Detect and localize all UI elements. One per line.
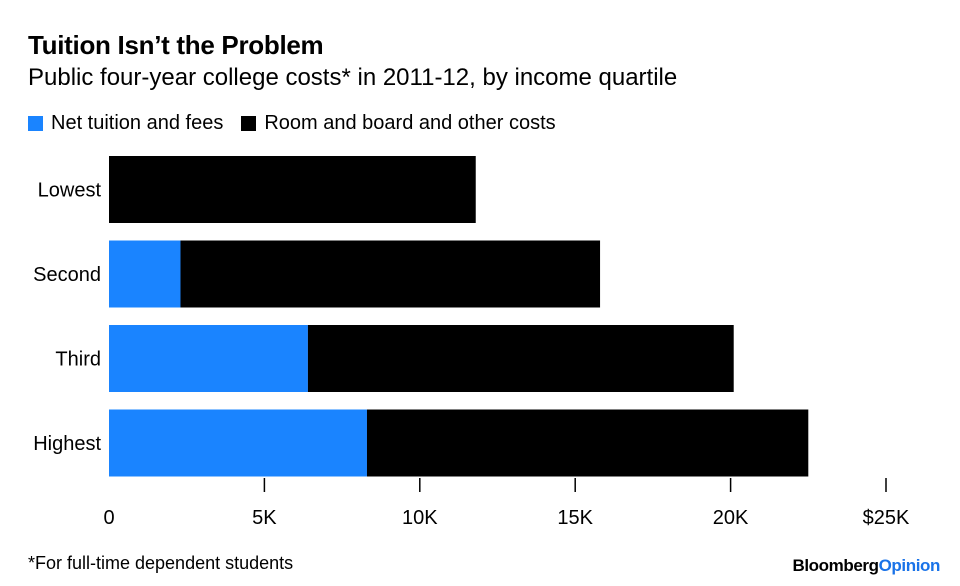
legend-swatch-tuition bbox=[28, 116, 43, 131]
bar-third-series-1 bbox=[307, 325, 734, 392]
legend-swatch-other bbox=[241, 116, 257, 131]
chart-title: Tuition Isn’t the Problem bbox=[28, 30, 324, 60]
chart-subtitle: Public four-year college costs* in 2011-… bbox=[28, 64, 678, 91]
bar-highest-series-1 bbox=[366, 409, 809, 477]
bar-second-series-1 bbox=[180, 240, 601, 308]
category-label-third: Third bbox=[55, 349, 101, 371]
legend-item-other: Room and board and other costs bbox=[241, 112, 556, 135]
x-tick-label-0: 0 bbox=[103, 507, 114, 529]
legend-item-tuition: Net tuition and fees bbox=[28, 112, 223, 135]
brand-logo-part1: Bloomberg bbox=[792, 556, 879, 575]
category-label-lowest: Lowest bbox=[38, 180, 102, 202]
category-label-second: Second bbox=[33, 264, 101, 286]
footnote: *For full-time dependent students bbox=[28, 553, 294, 573]
category-label-highest: Highest bbox=[33, 433, 101, 455]
x-tick-label-4: 20K bbox=[713, 507, 749, 529]
x-tick-label-5: $25K bbox=[863, 507, 910, 529]
x-tick-label-2: 10K bbox=[402, 507, 438, 529]
x-tick-label-3: 15K bbox=[557, 507, 593, 529]
brand-logo-part2: Opinion bbox=[878, 556, 941, 575]
bar-second-series-0 bbox=[109, 240, 181, 308]
legend-label-tuition: Net tuition and fees bbox=[51, 112, 224, 134]
legend: Net tuition and fees Room and board and … bbox=[28, 112, 574, 135]
bar-highest-series-0 bbox=[109, 409, 367, 477]
bar-third-series-0 bbox=[109, 325, 308, 392]
x-tick-label-1: 5K bbox=[252, 507, 277, 529]
bar-lowest-series-1 bbox=[109, 156, 476, 223]
legend-label-other: Room and board and other costs bbox=[264, 112, 556, 134]
brand-logo: BloombergOpinion bbox=[792, 556, 940, 576]
